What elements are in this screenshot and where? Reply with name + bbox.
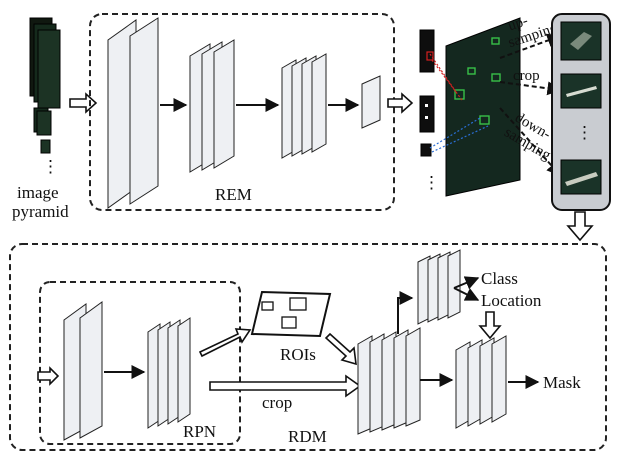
image-pyramid: ⋮ [29, 17, 61, 176]
hollow-arrow-rpn-rois [198, 328, 252, 358]
cls-loc-head [417, 249, 461, 325]
crop-bottom-label: crop [262, 393, 292, 412]
class-label: Class [481, 269, 518, 288]
rpn-label: RPN [183, 422, 216, 441]
image-pyramid-label-2: pyramid [12, 202, 69, 221]
rem-box [89, 13, 395, 211]
hollow-arrow-location-mask [478, 311, 502, 340]
pyramid-dots: ⋮ [42, 157, 59, 176]
rdm-label: RDM [288, 427, 327, 446]
rois-panel [250, 290, 332, 338]
crop-thumbnails: ⋮ [560, 21, 602, 195]
rem-layers [107, 17, 381, 209]
rois-label: ROIs [280, 345, 316, 364]
hollow-arrow-into-rpn [37, 366, 60, 386]
location-label: Location [481, 291, 542, 310]
hollow-arrow-rem-maps [387, 92, 414, 114]
scale-arrows [499, 33, 562, 177]
rpn-box [39, 281, 241, 445]
rdm-feature-stack [357, 327, 421, 435]
hollow-arrow-crop-bottom [209, 374, 362, 398]
image-pyramid-label-1: image [17, 183, 59, 202]
svg-text:⋮: ⋮ [423, 173, 440, 192]
hollow-arrow-rois-rdm [324, 332, 357, 366]
svg-text:⋮: ⋮ [576, 123, 593, 142]
rpn-layers [63, 301, 191, 441]
remote-sensing-image [445, 17, 521, 197]
projection-highlights [426, 51, 489, 153]
class-arrow [453, 276, 480, 290]
rdm-box [9, 243, 607, 451]
hollow-arrow-pyramid-rem [69, 92, 98, 114]
hollow-arrow-crop-rdm [566, 211, 594, 242]
mask-label: Mask [543, 373, 581, 392]
crop-top-label: crop [513, 68, 540, 84]
rem-label: REM [215, 185, 252, 204]
rdm-up-arrow [397, 291, 414, 334]
mask-head [455, 335, 507, 429]
location-arrow [453, 287, 480, 301]
feature-map-stack: ⋮ [419, 29, 440, 192]
